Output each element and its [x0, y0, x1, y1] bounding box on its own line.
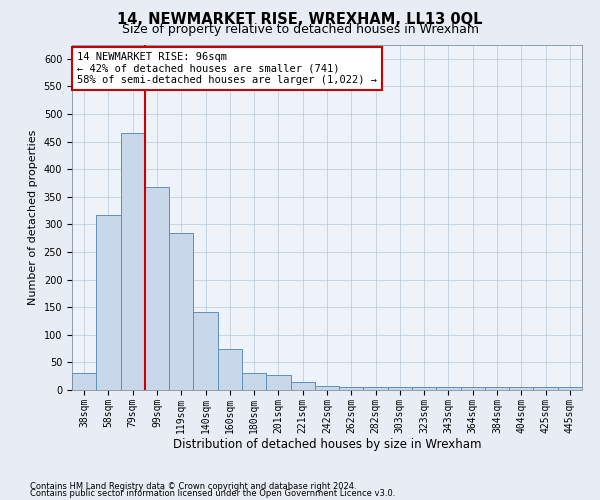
Bar [339, 387, 364, 390]
Bar [72, 373, 96, 390]
Bar [96, 215, 121, 390]
Text: Size of property relative to detached houses in Wrexham: Size of property relative to detached ho… [121, 22, 479, 36]
Bar [388, 387, 412, 390]
Text: 14 NEWMARKET RISE: 96sqm
← 42% of detached houses are smaller (741)
58% of semi-: 14 NEWMARKET RISE: 96sqm ← 42% of detach… [77, 52, 377, 85]
Bar [364, 387, 388, 390]
Bar [290, 382, 315, 390]
Text: Contains HM Land Registry data © Crown copyright and database right 2024.: Contains HM Land Registry data © Crown c… [30, 482, 356, 491]
Bar [485, 387, 509, 390]
X-axis label: Distribution of detached houses by size in Wrexham: Distribution of detached houses by size … [173, 438, 481, 452]
Bar [558, 387, 582, 390]
Bar [533, 387, 558, 390]
Bar [193, 312, 218, 390]
Bar [121, 134, 145, 390]
Bar [145, 188, 169, 390]
Text: Contains public sector information licensed under the Open Government Licence v3: Contains public sector information licen… [30, 489, 395, 498]
Bar [315, 386, 339, 390]
Bar [218, 348, 242, 390]
Bar [436, 387, 461, 390]
Bar [169, 232, 193, 390]
Text: 14, NEWMARKET RISE, WREXHAM, LL13 0QL: 14, NEWMARKET RISE, WREXHAM, LL13 0QL [117, 12, 483, 28]
Bar [509, 387, 533, 390]
Bar [266, 374, 290, 390]
Bar [412, 387, 436, 390]
Y-axis label: Number of detached properties: Number of detached properties [28, 130, 38, 305]
Bar [242, 373, 266, 390]
Bar [461, 387, 485, 390]
